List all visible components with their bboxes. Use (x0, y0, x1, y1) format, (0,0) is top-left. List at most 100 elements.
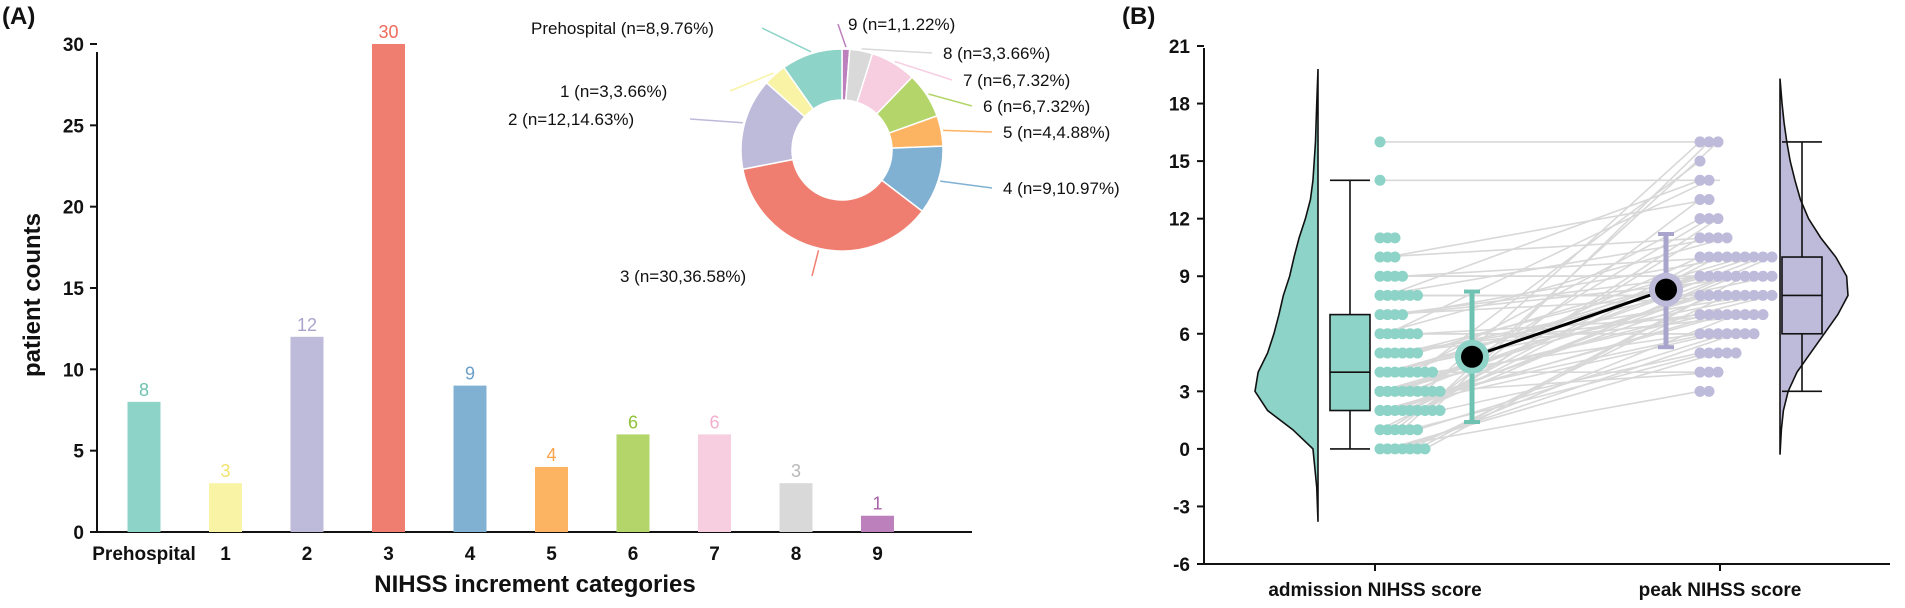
y-tick-label: 9 (1179, 267, 1190, 288)
y-tick-label: 6 (1179, 325, 1190, 346)
peak-point (1703, 232, 1715, 244)
y-tick-label: -3 (1173, 497, 1190, 518)
peak-point (1694, 328, 1706, 340)
bar-value-label: 3 (220, 461, 230, 481)
bar (290, 336, 324, 532)
peak-point (1721, 251, 1733, 263)
y-tick-label: 12 (1169, 210, 1190, 231)
y-tick-label: 10 (63, 360, 84, 381)
panel-a-y-axis-title: patient counts (19, 213, 46, 377)
admission-point (1434, 385, 1446, 397)
panel-a-bars: 8 3 12 30 9 4 6 6 3 1 (127, 22, 894, 532)
peak-point (1694, 136, 1706, 148)
donut-slice-label: 2 (n=12,14.63%) (508, 110, 634, 129)
peak-point (1757, 251, 1769, 263)
donut-slice-label: 7 (n=6,7.32%) (963, 71, 1070, 90)
peak-point (1694, 232, 1706, 244)
peak-point (1757, 270, 1769, 282)
peak-point (1748, 289, 1760, 301)
admission-point (1374, 174, 1386, 186)
peak-point (1712, 309, 1724, 321)
x-tick-label: peak NIHSS score (1639, 580, 1802, 601)
boxplots (1329, 141, 1823, 450)
bar-value-label: 4 (546, 445, 556, 465)
panel-a: (A) patient counts NIHSS increment categ… (2, 3, 1120, 598)
peak-point (1757, 289, 1769, 301)
y-tick-label: 3 (1179, 382, 1190, 403)
peak-point (1703, 385, 1715, 397)
peak-point (1721, 309, 1733, 321)
donut-slice-label: 1 (n=3,3.66%) (560, 82, 667, 101)
panel-a-x-axis-title: NIHSS increment categories (374, 571, 695, 598)
admission-point (1412, 289, 1423, 301)
y-tick-label: 5 (73, 442, 84, 463)
pair-line (1387, 198, 1710, 258)
peak-point (1703, 270, 1715, 282)
peak-point (1694, 251, 1706, 263)
peak-point (1694, 155, 1706, 167)
admission-point (1374, 136, 1386, 148)
donut-slice-label: 6 (n=6,7.32%) (983, 97, 1090, 116)
x-tick-label: 9 (872, 544, 883, 565)
panel-b-x-ticks: admission NIHSS score peak NIHSS score (1268, 564, 1801, 601)
y-tick-label: 21 (1169, 37, 1191, 58)
y-tick-label: 15 (1169, 152, 1191, 173)
bar (861, 515, 894, 532)
bar-value-label: 12 (297, 315, 317, 335)
y-tick-label: 0 (73, 523, 84, 544)
donut-leader-line (811, 250, 820, 277)
donut-leader-line (761, 27, 812, 53)
admission-point (1389, 251, 1401, 263)
bar-value-label: 1 (872, 494, 882, 514)
peak-point (1721, 270, 1733, 282)
means (1455, 232, 1683, 425)
x-tick-label: 4 (465, 544, 476, 565)
donut-leader-line (837, 23, 847, 48)
admission-point (1434, 405, 1446, 417)
donut-slice-label: 3 (n=30,36.58%) (620, 267, 746, 286)
peak-point (1721, 232, 1733, 244)
y-tick-label: 18 (1169, 95, 1190, 116)
peak-point (1730, 251, 1742, 263)
donut-slice-label: 9 (n=1,1.22%) (848, 15, 955, 34)
donut-leader-line (861, 48, 933, 54)
peak-point (1694, 347, 1706, 359)
admission-point (1412, 328, 1423, 340)
peak-point (1703, 193, 1715, 205)
peak-point (1748, 270, 1760, 282)
pair-line (1379, 294, 1746, 316)
panel-a-label: (A) (2, 3, 35, 30)
peak-point (1703, 347, 1715, 359)
y-tick-label: 0 (1179, 440, 1190, 461)
donut-leader-line (940, 180, 993, 189)
y-tick-label: 15 (63, 279, 85, 300)
peak-point (1721, 328, 1733, 340)
bar-value-label: 8 (139, 380, 149, 400)
y-tick-label: 20 (63, 198, 84, 219)
donut-leader-line (894, 60, 953, 81)
peak-point (1739, 289, 1751, 301)
pair-line (1402, 256, 1737, 316)
box (1329, 313, 1371, 412)
donut-slice-label: Prehospital (n=8,9.76%) (531, 19, 714, 38)
peak-point (1712, 270, 1724, 282)
pair-line (1402, 256, 1728, 278)
donut-slice (741, 158, 924, 252)
x-tick-label: 5 (546, 544, 557, 565)
peak-point (1748, 251, 1760, 263)
peak-point (1703, 174, 1715, 186)
peak-point (1712, 213, 1724, 225)
donut-slice (782, 48, 843, 111)
peak-point (1703, 309, 1715, 321)
x-tick-label: Prehospital (92, 544, 195, 565)
x-tick-label: 1 (220, 544, 231, 565)
peak-point (1712, 136, 1724, 148)
peak-point (1739, 309, 1751, 321)
x-tick-label: 3 (383, 544, 394, 565)
peak-point (1712, 347, 1724, 359)
mean-marker (1461, 345, 1483, 368)
admission-point (1389, 232, 1401, 244)
pair-line (1432, 371, 1719, 393)
panel-b: (B) -6 -3 0 3 6 9 12 15 18 21 admission NIHSS sco… (1122, 3, 1890, 601)
